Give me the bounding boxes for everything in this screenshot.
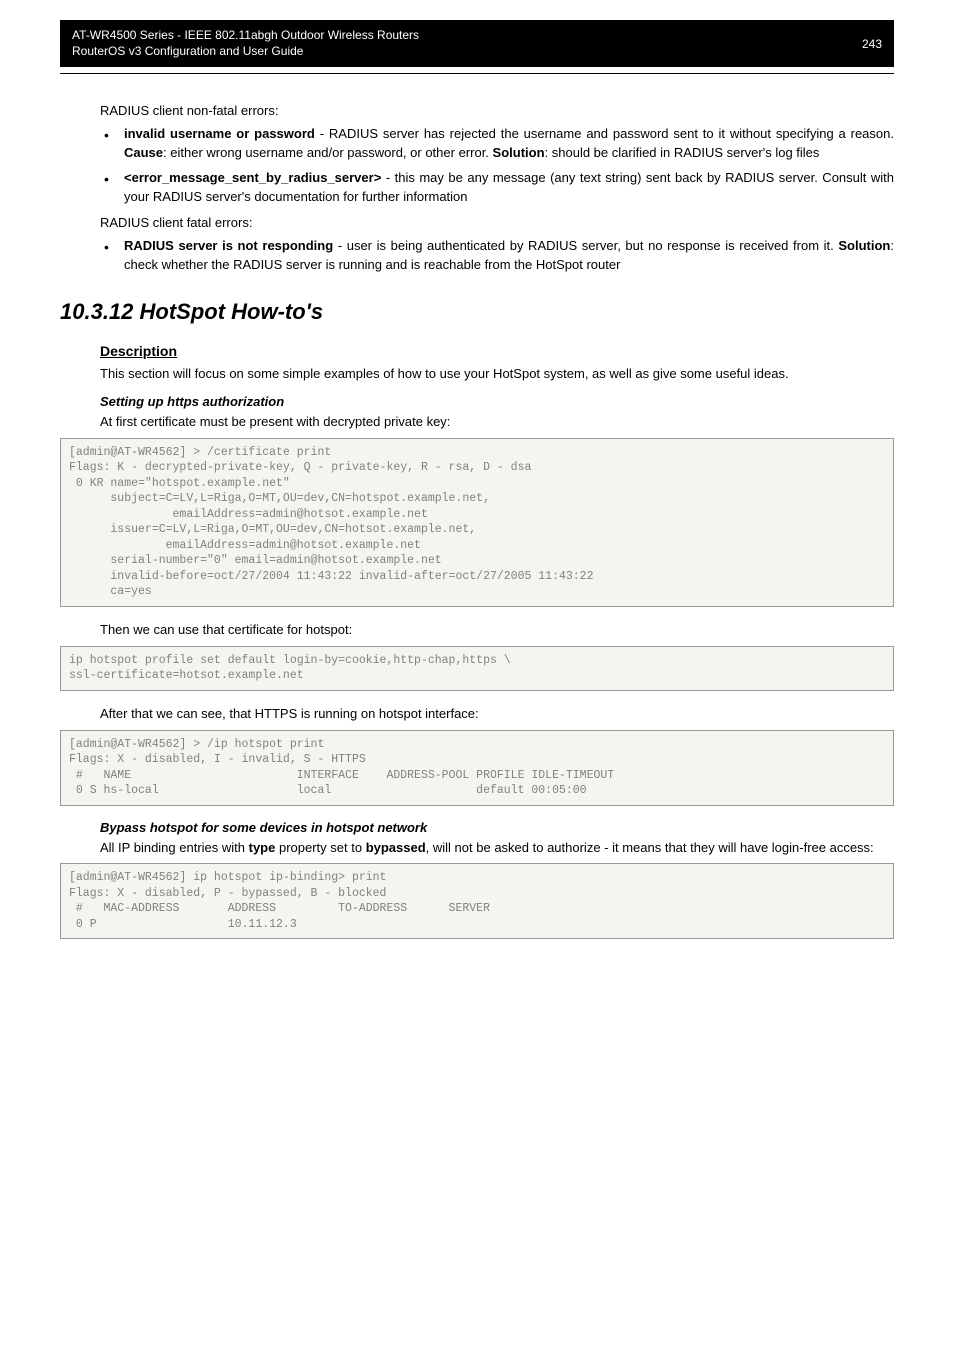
bypass-block: Bypass hotspot for some devices in hotsp…	[100, 820, 894, 858]
description-heading: Description	[100, 343, 894, 359]
code-ip-binding: [admin@AT-WR4562] ip hotspot ip-binding>…	[60, 863, 894, 939]
nonfatal-item-2: <error_message_sent_by_radius_server> - …	[100, 169, 894, 207]
header-line-2: RouterOS v3 Configuration and User Guide	[72, 44, 419, 60]
page-number: 243	[862, 37, 882, 51]
code-profile-set: ip hotspot profile set default login-by=…	[60, 646, 894, 691]
code-certificate-print: [admin@AT-WR4562] > /certificate print F…	[60, 438, 894, 607]
nonfatal-item-1: invalid username or password - RADIUS se…	[100, 125, 894, 163]
nonfatal-item-1-solution: Solution	[493, 145, 545, 160]
radius-errors-block: RADIUS client non-fatal errors: invalid …	[100, 102, 894, 275]
bypass-bold-1: type	[249, 840, 276, 855]
header-line-1: AT-WR4500 Series - IEEE 802.11abgh Outdo…	[72, 28, 419, 44]
nonfatal-item-1-text-1: - RADIUS server has rejected the usernam…	[315, 126, 894, 141]
header-title-block: AT-WR4500 Series - IEEE 802.11abgh Outdo…	[72, 28, 419, 59]
fatal-item-1: RADIUS server is not responding - user i…	[100, 237, 894, 275]
bypass-text: All IP binding entries with type propert…	[100, 839, 894, 858]
fatal-item-1-text-1: - user is being authenticated by RADIUS …	[333, 238, 838, 253]
fatal-item-1-bold: RADIUS server is not responding	[124, 238, 333, 253]
nonfatal-intro: RADIUS client non-fatal errors:	[100, 102, 894, 121]
https-heading: Setting up https authorization	[100, 394, 894, 409]
fatal-intro: RADIUS client fatal errors:	[100, 214, 894, 233]
bypass-heading: Bypass hotspot for some devices in hotsp…	[100, 820, 894, 835]
code-hotspot-print: [admin@AT-WR4562] > /ip hotspot print Fl…	[60, 730, 894, 806]
bypass-text-1: All IP binding entries with	[100, 840, 249, 855]
fatal-item-1-solution: Solution	[838, 238, 890, 253]
nonfatal-item-1-bold: invalid username or password	[124, 126, 315, 141]
then-text: Then we can use that certificate for hot…	[100, 621, 894, 640]
nonfatal-list: invalid username or password - RADIUS se…	[100, 125, 894, 206]
nonfatal-item-1-cause: Cause	[124, 145, 163, 160]
after-text: After that we can see, that HTTPS is run…	[100, 705, 894, 724]
bypass-text-2: property set to	[275, 840, 365, 855]
nonfatal-item-1-text-3: : should be clarified in RADIUS server's…	[545, 145, 820, 160]
fatal-list: RADIUS server is not responding - user i…	[100, 237, 894, 275]
page-header: AT-WR4500 Series - IEEE 802.11abgh Outdo…	[60, 20, 894, 67]
header-divider	[60, 73, 894, 74]
then-block: Then we can use that certificate for hot…	[100, 621, 894, 640]
https-intro: At first certificate must be present wit…	[100, 413, 894, 432]
nonfatal-item-1-text-2: : either wrong username and/or password,…	[163, 145, 493, 160]
page-content: RADIUS client non-fatal errors: invalid …	[0, 102, 954, 1013]
description-text: This section will focus on some simple e…	[100, 365, 894, 384]
nonfatal-item-2-bold: <error_message_sent_by_radius_server>	[124, 170, 381, 185]
bypass-text-3: , will not be asked to authorize - it me…	[426, 840, 874, 855]
section-heading: 10.3.12 HotSpot How-to's	[60, 299, 894, 325]
description-block: Description This section will focus on s…	[100, 343, 894, 432]
after-block: After that we can see, that HTTPS is run…	[100, 705, 894, 724]
bypass-bold-2: bypassed	[366, 840, 426, 855]
